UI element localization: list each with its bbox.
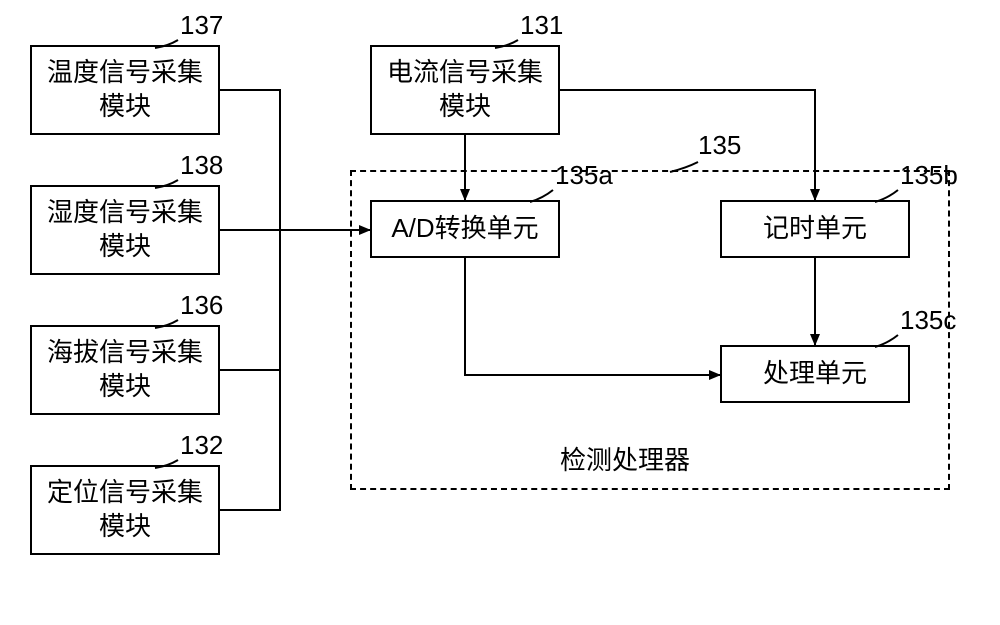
arrow-pos-bus [220, 230, 280, 510]
arrow-temp-bus [220, 90, 280, 230]
box-timer: 记时单元 [720, 200, 910, 258]
ref-135b: 135b [900, 160, 958, 191]
box-proc: 处理单元 [720, 345, 910, 403]
box-current: 电流信号采集模块 [370, 45, 560, 135]
box-proc-text: 处理单元 [763, 357, 867, 391]
box-alt-text: 海拔信号采集模块 [38, 336, 212, 404]
ref-138: 138 [180, 150, 223, 181]
ref-136: 136 [180, 290, 223, 321]
ref-131: 131 [520, 10, 563, 41]
box-timer-text: 记时单元 [763, 212, 867, 246]
ref-132: 132 [180, 430, 223, 461]
box-temp-text: 温度信号采集模块 [38, 56, 212, 124]
container-label: 检测处理器 [560, 440, 690, 477]
box-ad: A/D转换单元 [370, 200, 560, 258]
arrow-alt-bus [220, 230, 280, 370]
box-current-text: 电流信号采集模块 [378, 56, 552, 124]
ref-135c: 135c [900, 305, 956, 336]
box-ad-text: A/D转换单元 [391, 212, 538, 246]
ref-135a: 135a [555, 160, 613, 191]
diagram-canvas: 检测处理器 温度信号采集模块 湿度信号采集模块 海拔信号采集模块 定位信号采集模… [0, 0, 1000, 625]
box-humid: 湿度信号采集模块 [30, 185, 220, 275]
box-alt: 海拔信号采集模块 [30, 325, 220, 415]
ref-135: 135 [698, 130, 741, 161]
box-pos-text: 定位信号采集模块 [38, 476, 212, 544]
box-pos: 定位信号采集模块 [30, 465, 220, 555]
box-humid-text: 湿度信号采集模块 [38, 196, 212, 264]
ref-137: 137 [180, 10, 223, 41]
box-temp: 温度信号采集模块 [30, 45, 220, 135]
